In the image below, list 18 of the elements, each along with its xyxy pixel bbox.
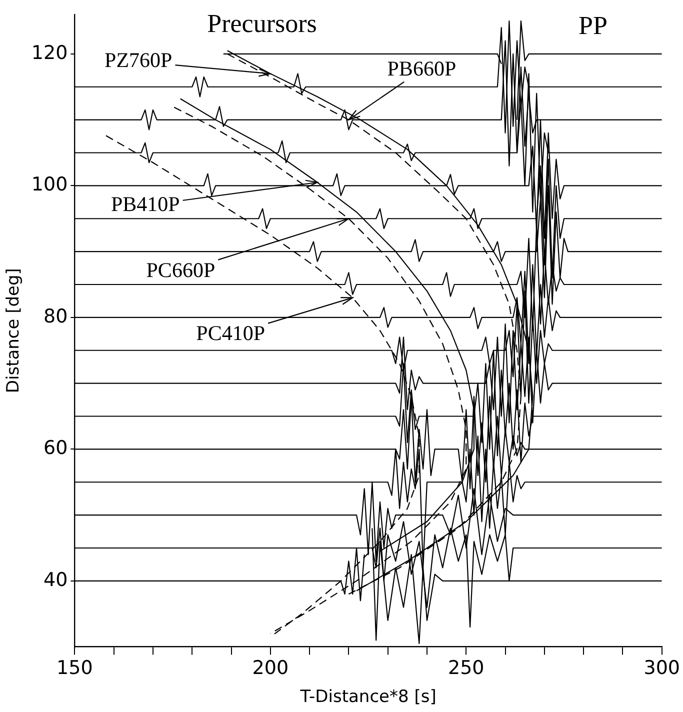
annotation: PB660P — [387, 56, 456, 80]
y-axis-title: Distance [deg] — [4, 268, 24, 394]
y-tick-label: 80 — [43, 305, 68, 328]
y-tick-label: 120 — [31, 42, 68, 64]
annotation: PB410P — [110, 192, 180, 216]
y-tick-label: 40 — [43, 568, 68, 591]
annotation: PC660P — [146, 258, 216, 282]
x-tick-label: 300 — [644, 657, 680, 680]
x-tick-label: 250 — [448, 657, 484, 680]
annotation: PZ760P — [104, 48, 172, 72]
annotation: Precursors — [207, 8, 317, 38]
y-tick-label: 60 — [43, 437, 68, 460]
x-axis-title: T-Distance*8 [s] — [299, 687, 436, 708]
x-tick-label: 200 — [252, 657, 289, 680]
y-tick-label: 100 — [31, 174, 68, 196]
annotation: PP — [578, 10, 608, 40]
annotation: PC410P — [196, 321, 266, 346]
x-tick-label: 150 — [56, 657, 93, 680]
